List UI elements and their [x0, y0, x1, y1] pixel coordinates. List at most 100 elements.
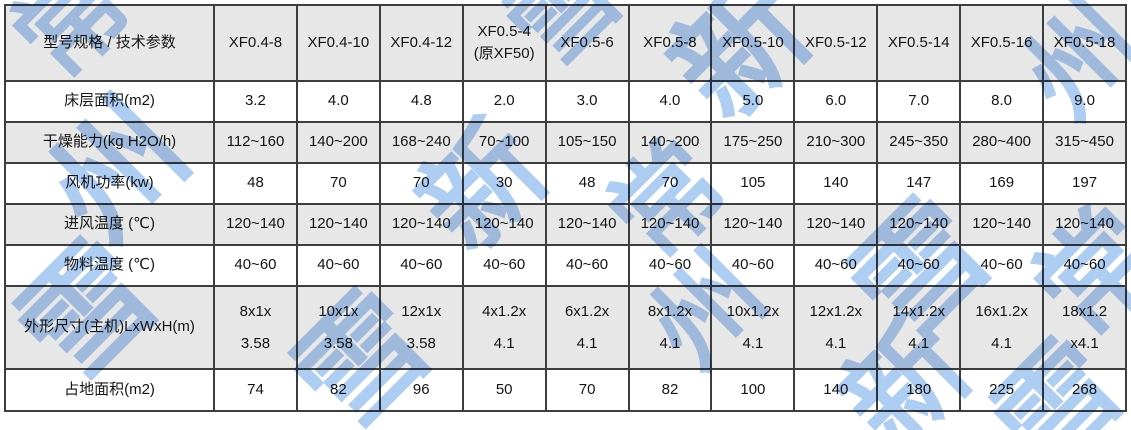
- dimension-line2: 4.1: [825, 334, 847, 352]
- header-row: 型号规格 / 技术参数 XF0.4-8 XF0.4-10 XF0.4-12 XF…: [4, 4, 1127, 82]
- spec-cell: 140: [793, 368, 879, 412]
- row-label: 风机功率(kw): [4, 162, 215, 205]
- spec-cell: 10x1.2x 4.1: [710, 285, 796, 370]
- spec-cell: 10x1x 3.58: [295, 285, 381, 370]
- spec-cell: 70: [627, 162, 713, 205]
- dimension-line2: 3.58: [323, 334, 353, 352]
- spec-cell: 210~300: [793, 121, 879, 164]
- spec-cell: 4x1.2x 4.1: [461, 285, 547, 370]
- dimension-line1: 4x1.2x: [482, 302, 527, 320]
- dimension-line1: 12x1.2x: [809, 302, 863, 320]
- spec-cell: 70: [295, 162, 381, 205]
- spec-cell: 120~140: [793, 203, 879, 246]
- spec-cell: 120~140: [627, 203, 713, 246]
- spec-cell: 50: [461, 368, 547, 412]
- model-header-cell: XF0.5-14: [876, 4, 962, 82]
- spec-cell: 168~240: [378, 121, 464, 164]
- spec-cell: 18x1.2 x4.1: [1042, 285, 1127, 370]
- spec-cell: 120~140: [876, 203, 962, 246]
- row-label: 床层面积(m2): [4, 80, 215, 123]
- spec-cell: 12x1x 3.58: [378, 285, 464, 370]
- model-header-subnote: (原XF50): [473, 45, 535, 62]
- spec-cell: 120~140: [461, 203, 547, 246]
- spec-cell: 40~60: [213, 244, 298, 287]
- spec-cell: 4.0: [627, 80, 713, 123]
- model-header-cell: XF0.5-4 (原XF50): [461, 4, 547, 82]
- model-header-cell: XF0.5-16: [959, 4, 1045, 82]
- spec-cell: 8.0: [959, 80, 1045, 123]
- dimension-line1: 18x1.2: [1062, 302, 1108, 320]
- spec-cell: 40~60: [295, 244, 381, 287]
- spec-cell: 6.0: [793, 80, 879, 123]
- spec-cell: 2.0: [461, 80, 547, 123]
- spec-cell: 40~60: [710, 244, 796, 287]
- spec-cell: 70~100: [461, 121, 547, 164]
- spec-cell: 40~60: [627, 244, 713, 287]
- model-header-cell: XF0.4-12: [378, 4, 464, 82]
- spec-cell: 225: [959, 368, 1045, 412]
- dimension-line2: 4.1: [991, 334, 1013, 352]
- spec-cell: 40~60: [876, 244, 962, 287]
- spec-cell: 40~60: [959, 244, 1045, 287]
- spec-cell: 40~60: [1042, 244, 1127, 287]
- spec-cell: 70: [544, 368, 630, 412]
- dimension-line1: 8x1x: [239, 302, 272, 320]
- row-label: 干燥能力(kg H2O/h): [4, 121, 215, 164]
- dimension-line2: 3.58: [240, 334, 271, 352]
- dimension-line1: 16x1.2x: [975, 302, 1028, 320]
- model-header-cell: XF0.5-18: [1042, 4, 1127, 82]
- spec-cell: 74: [213, 368, 298, 412]
- model-header-cell: XF0.5-12: [793, 4, 879, 82]
- spec-cell: 120~140: [544, 203, 630, 246]
- spec-cell: 70: [378, 162, 464, 205]
- spec-cell: 180: [876, 368, 962, 412]
- table-row-material-temp: 物料温度 (℃) 40~60 40~60 40~60 40~60 40~60 4…: [4, 244, 1127, 287]
- model-header-cell: XF0.5-6: [544, 4, 630, 82]
- spec-cell: 82: [295, 368, 381, 412]
- spec-cell: 105~150: [544, 121, 630, 164]
- row-label: 物料温度 (℃): [4, 244, 215, 287]
- dimension-line1: 12x1x: [401, 302, 442, 320]
- spec-cell: 4.8: [378, 80, 464, 123]
- spec-cell: 169: [959, 162, 1045, 205]
- spec-cell: 16x1.2x 4.1: [959, 285, 1045, 370]
- spec-cell: 8x1.2x 4.1: [627, 285, 713, 370]
- table-row-inlet-air-temp: 进风温度 (℃) 120~140 120~140 120~140 120~140…: [4, 203, 1127, 246]
- dimension-line1: 8x1.2x: [647, 302, 693, 320]
- dimension-line2: 3.58: [406, 334, 436, 352]
- table-row-floor-area: 占地面积(m2) 74 82 96 50 70 82 100 140 180 2…: [4, 368, 1127, 412]
- table-row-bed-area: 床层面积(m2) 3.2 4.0 4.8 2.0 3.0 4.0 5.0 6.0…: [4, 80, 1127, 123]
- spec-cell: 96: [378, 368, 464, 412]
- row-label: 外形尺寸(主机)LxWxH(m): [4, 285, 215, 370]
- dimension-line2: 4.1: [659, 334, 681, 352]
- row-label: 进风温度 (℃): [4, 203, 215, 246]
- spec-cell: 120~140: [213, 203, 298, 246]
- spec-cell: 120~140: [959, 203, 1045, 246]
- spec-cell: 175~250: [710, 121, 796, 164]
- spec-cell: 30: [461, 162, 547, 205]
- spec-cell: 315~450: [1042, 121, 1127, 164]
- dimension-line2: 4.1: [742, 334, 764, 352]
- dimension-line1: 10x1.2x: [726, 302, 780, 320]
- spec-cell: 40~60: [793, 244, 879, 287]
- spec-cell: 140~200: [627, 121, 713, 164]
- spec-cell: 48: [544, 162, 630, 205]
- spec-table: 型号规格 / 技术参数 XF0.4-8 XF0.4-10 XF0.4-12 XF…: [4, 4, 1127, 412]
- spec-cell: 9.0: [1042, 80, 1127, 123]
- spec-cell: 8x1x 3.58: [213, 285, 298, 370]
- spec-cell: 140: [793, 162, 879, 205]
- dimension-line2: 4.1: [908, 334, 930, 352]
- dimension-line1: 14x1.2x: [892, 302, 945, 320]
- spec-cell: 120~140: [295, 203, 381, 246]
- spec-cell: 40~60: [461, 244, 547, 287]
- spec-cell: 82: [627, 368, 713, 412]
- spec-cell: 120~140: [378, 203, 464, 246]
- spec-cell: 140~200: [295, 121, 381, 164]
- spec-cell: 120~140: [1042, 203, 1127, 246]
- table-row-outer-dimensions: 外形尺寸(主机)LxWxH(m) 8x1x 3.58 10x1x 3.58 12x1…: [4, 285, 1127, 370]
- spec-cell: 6x1.2x 4.1: [544, 285, 630, 370]
- spec-cell: 14x1.2x 4.1: [876, 285, 962, 370]
- spec-cell: 112~160: [213, 121, 298, 164]
- spec-cell: 268: [1042, 368, 1127, 412]
- spec-cell: 105: [710, 162, 796, 205]
